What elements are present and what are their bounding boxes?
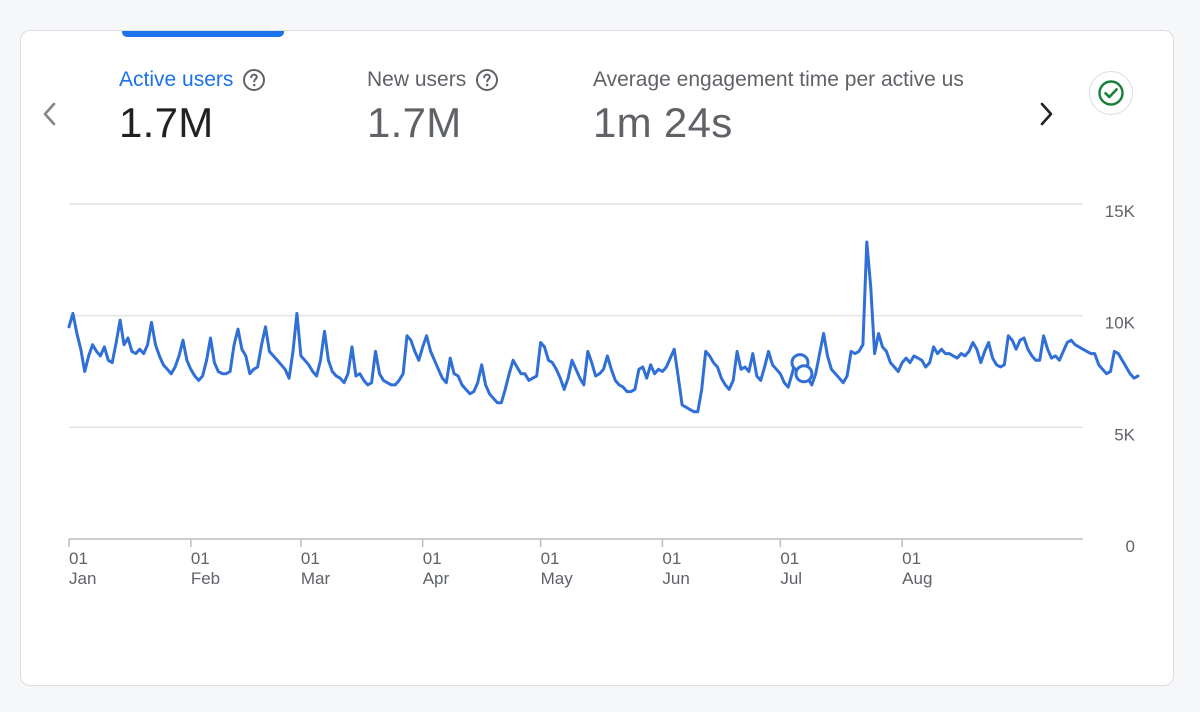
x-tick-day-label: 01 [191,549,210,568]
y-tick-label: 0 [1126,537,1135,556]
chevron-left-icon [43,102,56,126]
y-tick-label: 10K [1105,314,1136,333]
metric-label: Active users [119,68,234,91]
x-tick-day-label: 01 [301,549,320,568]
metric-value: 1.7M [119,99,214,146]
active-tab-indicator [122,31,284,37]
check-circle-icon [1098,80,1124,106]
grid-lines [69,203,1083,429]
x-axis [68,538,1083,547]
metric-label: New users [367,68,467,91]
metric-value: 1.7M [367,99,462,146]
x-tick-month-label: Jul [780,569,802,588]
active-users-series-line [67,240,1140,414]
metric-value: 1m 24s [593,99,733,146]
help-circle-icon[interactable] [242,68,266,92]
y-tick-label: 15K [1105,202,1136,221]
x-tick-month-label: Mar [301,569,331,588]
x-tick-day-label: 01 [423,549,442,568]
highlight-markers [790,353,814,384]
x-tick-day-label: 01 [541,549,560,568]
x-tick-day-label: 01 [780,549,799,568]
metric-tab-avg-engagement-time[interactable]: Average engagement time per active us 1m… [593,65,1021,147]
x-tick-day-label: 01 [662,549,681,568]
metric-tab-new-users[interactable]: New users 1.7M [367,65,499,147]
x-tick-month-label: Feb [191,569,220,588]
x-tick-day-label: 01 [902,549,921,568]
metrics-card: Active users 1.7M New users 1.7M Average… [20,30,1174,686]
x-tick-day-label: 01 [69,549,88,568]
x-tick-month-label: Jun [662,569,689,588]
chevron-right-icon [1040,102,1053,126]
x-tick-month-label: Aug [902,569,932,588]
series-layer [67,240,1140,414]
y-tick-label: 5K [1114,425,1135,444]
x-tick-month-label: Jan [69,569,96,588]
prev-metric-button[interactable] [37,97,61,131]
highlight-point[interactable] [794,364,814,384]
x-tick-month-label: Apr [423,569,450,588]
x-tick-month-label: May [541,569,574,588]
status-button[interactable] [1089,71,1133,115]
help-circle-icon[interactable] [475,68,499,92]
next-metric-button[interactable] [1035,97,1059,131]
metric-label: Average engagement time per active us [593,68,964,91]
metric-tab-active-users[interactable]: Active users 1.7M [119,65,266,147]
y-axis-labels: 15K 10K 5K 0 [1105,202,1136,556]
